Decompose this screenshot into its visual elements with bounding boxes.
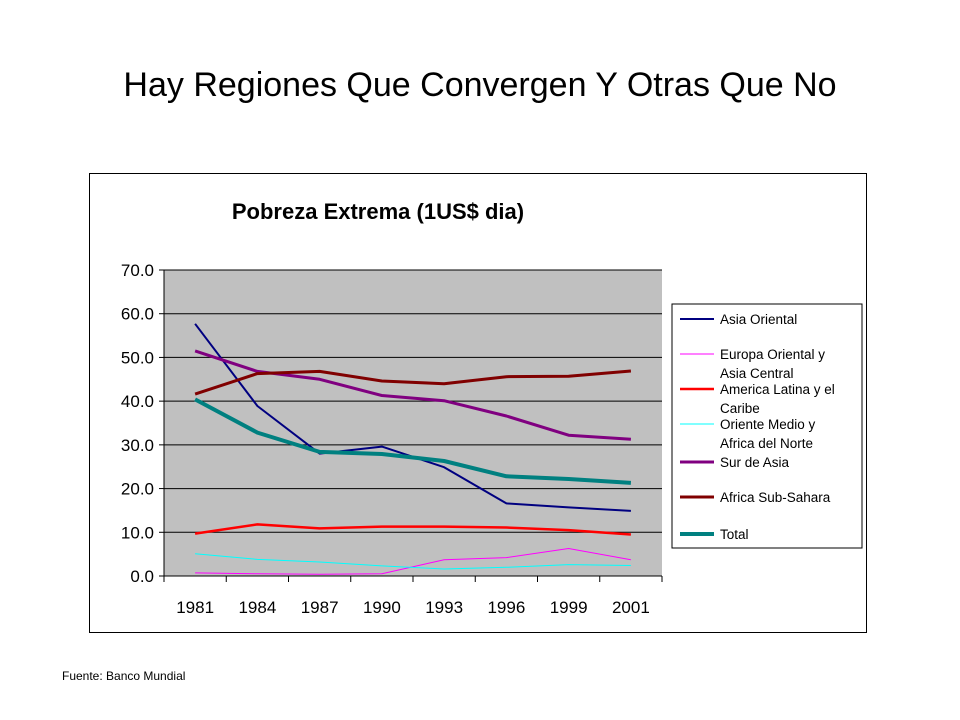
series-line-total <box>194 397 632 485</box>
legend-label: Africa del Norte <box>720 436 813 451</box>
legend <box>671 303 863 549</box>
legend-label: Caribe <box>720 401 760 416</box>
legend-label: Total <box>720 527 749 542</box>
series-line-europa-oriental-y-asia-central <box>195 548 631 575</box>
y-tick-label: 0.0 <box>130 567 154 586</box>
series-line-oriente-medio-y-africa-del-norte <box>195 553 631 570</box>
chart-frame: Pobreza Extrema (1US$ dia) 0.0 10.0 20.0 30.… <box>89 173 867 633</box>
x-tick-label: 1993 <box>425 598 463 617</box>
x-tick-label: 1984 <box>238 598 276 617</box>
legend-label: Oriente Medio y <box>720 417 816 432</box>
chart-title: Pobreza Extrema (1US$ dia) <box>232 199 524 224</box>
series-line-america-latina-y-el-caribe <box>194 523 631 536</box>
y-tick-label: 60.0 <box>121 305 154 324</box>
legend-label: Europa Oriental y <box>720 347 825 362</box>
y-tick-label: 40.0 <box>121 392 154 411</box>
x-tick-label: 2001 <box>612 598 650 617</box>
x-tick-label: 1996 <box>487 598 525 617</box>
x-tick-label: 1990 <box>363 598 401 617</box>
y-tick-label: 50.0 <box>121 348 154 367</box>
y-tick-label: 70.0 <box>121 261 154 280</box>
slide-title: Hay Regiones Que Convergen Y Otras Que N… <box>123 66 837 104</box>
x-tick-label: 1987 <box>301 598 339 617</box>
y-tick-label: 20.0 <box>121 480 154 499</box>
legend-label: Asia Oriental <box>720 312 797 327</box>
legend-label: Asia Central <box>720 366 794 381</box>
y-tick-label: 30.0 <box>121 436 154 455</box>
series-line-africa-sub-sahara <box>194 369 632 396</box>
legend-label: America Latina y el <box>720 382 835 397</box>
legend-label: Sur de Asia <box>720 455 790 470</box>
y-tick-label: 10.0 <box>121 523 154 542</box>
chart-svg: Pobreza Extrema (1US$ dia) 0.0 10.0 20.0 30.… <box>121 199 863 617</box>
x-tick-label: 1981 <box>176 598 214 617</box>
source-note: Fuente: Banco Mundial <box>62 669 186 683</box>
x-tick-label: 1999 <box>550 598 588 617</box>
legend-label: Africa Sub-Sahara <box>720 490 831 505</box>
